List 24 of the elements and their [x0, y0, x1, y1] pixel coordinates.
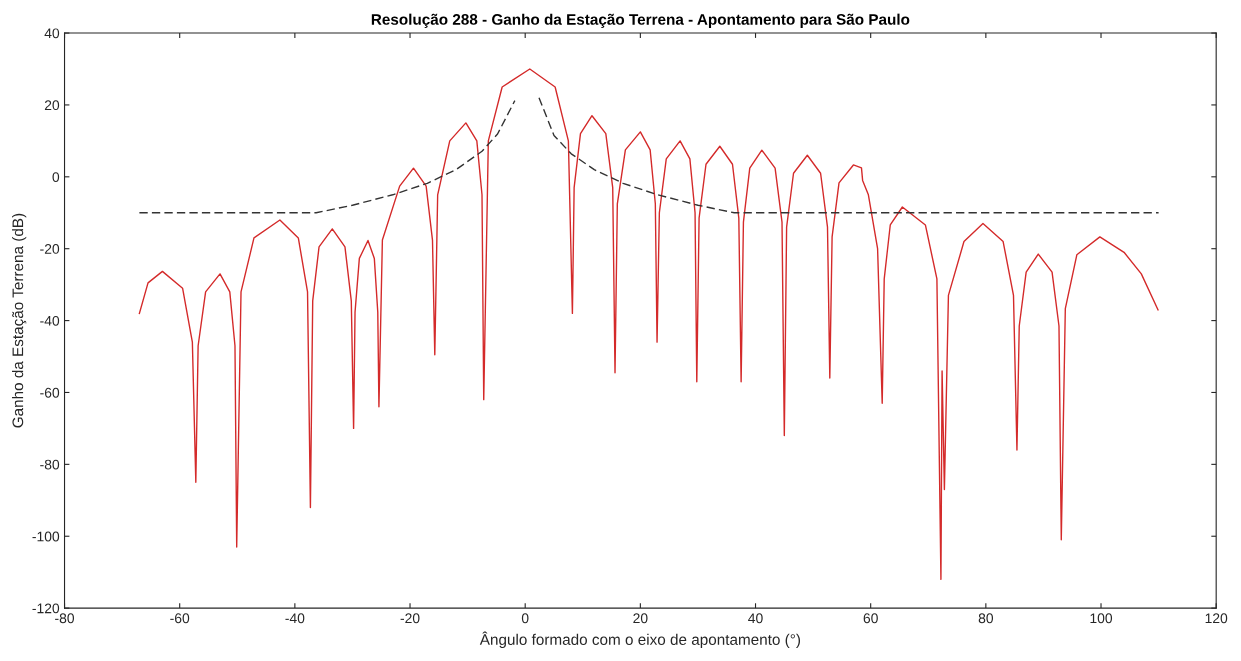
y-tick-label: -80 — [40, 459, 60, 470]
y-tick-label: 20 — [44, 100, 60, 111]
y-tick-label: 40 — [44, 28, 60, 39]
x-axis-title: Ângulo formado com o eixo de apontamento (°) — [479, 631, 801, 649]
x-tick-label: 0 — [521, 613, 529, 624]
y-axis-title: Ganho da Estação Terrena (dB) — [12, 213, 27, 428]
y-tick-label: -20 — [40, 244, 60, 254]
x-tick-label: -40 — [285, 613, 305, 624]
y-tick-label: -60 — [40, 387, 60, 398]
x-tick-label: 60 — [863, 613, 878, 624]
chart-title: Resolução 288 - Ganho da Estação Terrena - Apontamento para São Paulo — [371, 13, 910, 28]
x-tick-label: -60 — [170, 613, 190, 624]
line-series — [138, 68, 1159, 581]
y-tick-label: -40 — [40, 315, 60, 326]
x-tick-label: 40 — [748, 613, 763, 624]
x-tick-label: 20 — [633, 613, 648, 624]
x-tick-label: -20 — [400, 613, 420, 624]
y-tick-label: -100 — [32, 531, 60, 542]
x-tick-label: 100 — [1090, 613, 1113, 624]
x-tick-label: -80 — [55, 613, 75, 624]
x-tick-label: 120 — [1205, 613, 1228, 624]
x-tick-label: 80 — [978, 613, 994, 624]
y-tick-label: -120 — [32, 603, 60, 614]
y-tick-label: 0 — [52, 172, 60, 182]
